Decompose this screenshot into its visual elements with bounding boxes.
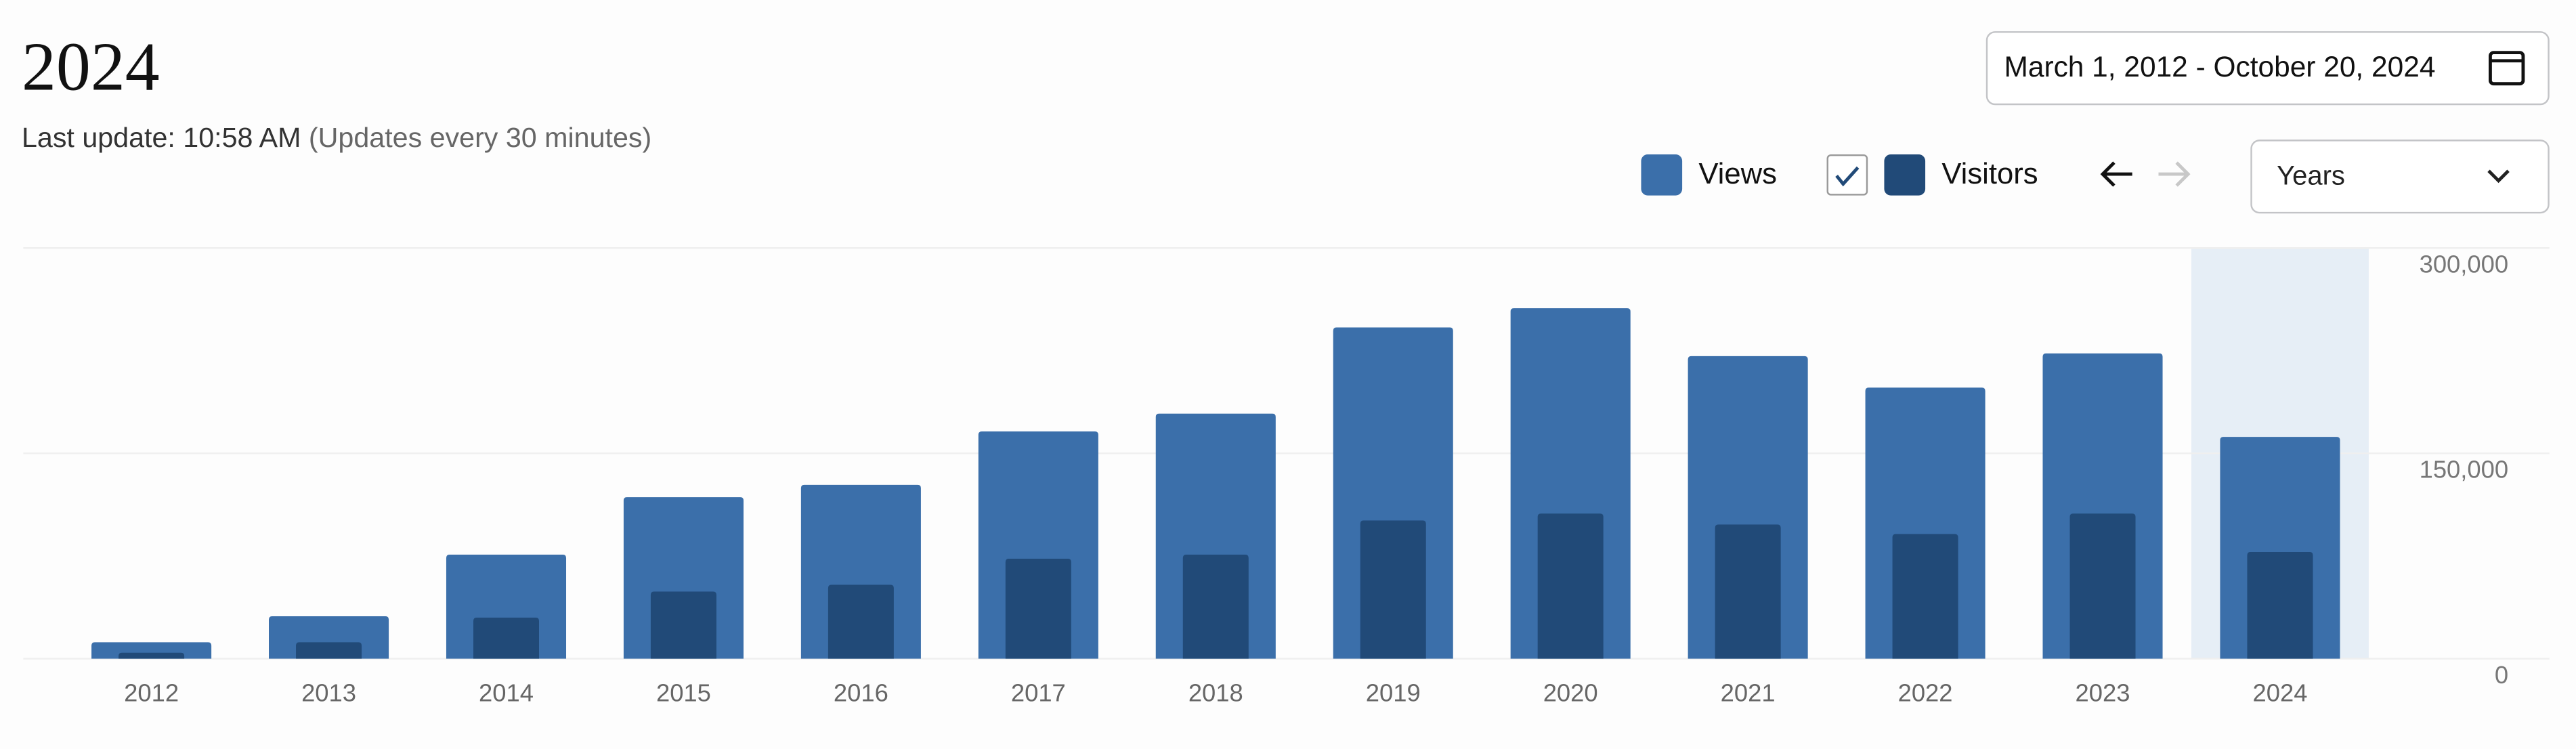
x-tick-label: 2013 <box>301 679 356 707</box>
bar <box>1715 524 1781 659</box>
page-title: 2024 <box>22 29 160 106</box>
bar <box>2247 551 2313 659</box>
x-tick-label: 2020 <box>1543 679 1598 707</box>
checkmark <box>1835 166 1860 187</box>
x-tick-label: 2021 <box>1721 679 1776 707</box>
y-tick-label: 0 <box>2495 661 2508 689</box>
x-tick-label: 2012 <box>124 679 179 707</box>
legend-swatch <box>1884 154 1926 196</box>
date-range[interactable]: March 1, 2012 - October 20, 2024 <box>2004 51 2435 83</box>
next-arrow[interactable] <box>2158 161 2191 187</box>
legend-swatch <box>1641 154 1683 196</box>
x-tick-label: 2018 <box>1188 679 1243 707</box>
date-picker[interactable]: March 1, 2012 - October 20, 2024 <box>1985 31 2550 106</box>
x-tick-label: 2014 <box>479 679 534 707</box>
bar <box>2069 513 2136 659</box>
period-label[interactable]: Years <box>2277 161 2345 191</box>
x-tick-label: 2023 <box>2076 679 2130 707</box>
prev-arrow[interactable] <box>2100 161 2132 187</box>
calendar-icon[interactable] <box>2488 51 2525 86</box>
y-tick-label: 300,000 <box>2420 251 2509 278</box>
bar <box>1005 559 1071 659</box>
bar <box>119 652 185 659</box>
legend-label: Views <box>1698 157 1777 190</box>
legend-label: Visitors <box>1941 157 2038 190</box>
bar <box>1182 554 1249 659</box>
bar <box>1892 534 1958 659</box>
date-picker-box[interactable] <box>1985 31 2550 106</box>
x-tick-label: 2019 <box>1366 679 1421 707</box>
update-note: (Updates every 30 minutes) <box>309 122 651 153</box>
bar <box>650 591 716 659</box>
bar <box>473 617 539 659</box>
period-select[interactable]: Years <box>2250 140 2550 214</box>
x-tick-label: 2017 <box>1011 679 1066 707</box>
x-tick-label: 2015 <box>656 679 711 707</box>
last-update-time: Last update: 10:58 AM <box>22 122 301 153</box>
bar <box>1360 520 1426 659</box>
x-tick-label: 2016 <box>834 679 888 707</box>
last-update: Last update: 10:58 AM (Updates every 30 … <box>22 122 651 153</box>
period-select-box[interactable] <box>2250 140 2550 214</box>
chevron <box>2487 169 2510 184</box>
bar <box>296 642 362 659</box>
bar <box>828 584 894 659</box>
bar <box>1537 513 1604 659</box>
x-tick-label: 2022 <box>1898 679 1953 707</box>
y-tick-label: 150,000 <box>2420 456 2509 484</box>
x-tick-label: 2024 <box>2253 679 2308 707</box>
visitors-checkbox[interactable] <box>1826 154 1868 196</box>
